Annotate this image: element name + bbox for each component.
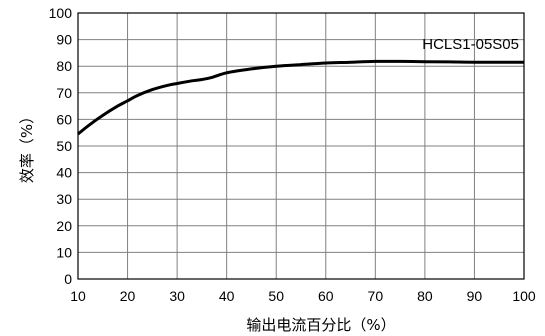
y-tick-label: 70 bbox=[56, 85, 72, 101]
x-tick-label: 20 bbox=[120, 288, 136, 304]
series-label: HCLS1-05S05 bbox=[422, 36, 519, 53]
series-line bbox=[77, 59, 524, 136]
y-tick-label: 60 bbox=[56, 111, 72, 127]
x-tick-label: 60 bbox=[318, 288, 334, 304]
y-tick-label: 90 bbox=[56, 32, 72, 48]
series-group bbox=[77, 59, 524, 136]
x-tick-label: 90 bbox=[467, 288, 483, 304]
y-tick-label: 80 bbox=[56, 58, 72, 74]
y-tick-label: 100 bbox=[49, 5, 73, 21]
x-tick-label: 70 bbox=[368, 288, 384, 304]
x-tick-label: 40 bbox=[219, 288, 235, 304]
x-tick-label: 80 bbox=[417, 288, 433, 304]
plot-frame bbox=[77, 12, 525, 280]
y-axis-ticks: 0 10 20 30 40 50 60 70 80 90 100 bbox=[49, 5, 73, 287]
x-tick-label: 50 bbox=[268, 288, 284, 304]
x-axis-title: 输出电流百分比（%） bbox=[246, 316, 395, 334]
x-axis-ticks: 10 20 30 40 50 60 70 80 90 100 bbox=[70, 288, 536, 304]
y-tick-label: 10 bbox=[56, 244, 72, 260]
y-tick-label: 50 bbox=[56, 138, 72, 154]
y-tick-label: 30 bbox=[56, 191, 72, 207]
x-tick-label: 10 bbox=[70, 288, 86, 304]
y-tick-label: 0 bbox=[64, 271, 72, 287]
x-tick-label: 30 bbox=[169, 288, 185, 304]
grid-lines bbox=[78, 13, 524, 279]
y-tick-label: 20 bbox=[56, 218, 72, 234]
x-tick-label: 100 bbox=[512, 288, 536, 304]
y-tick-label: 40 bbox=[56, 165, 72, 181]
y-axis-title: 效率（%） bbox=[18, 109, 36, 183]
